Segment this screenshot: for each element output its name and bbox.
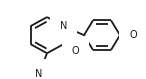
Text: N: N bbox=[35, 69, 43, 79]
Text: O: O bbox=[129, 30, 137, 40]
Text: O: O bbox=[72, 46, 79, 56]
Text: N: N bbox=[60, 21, 67, 31]
